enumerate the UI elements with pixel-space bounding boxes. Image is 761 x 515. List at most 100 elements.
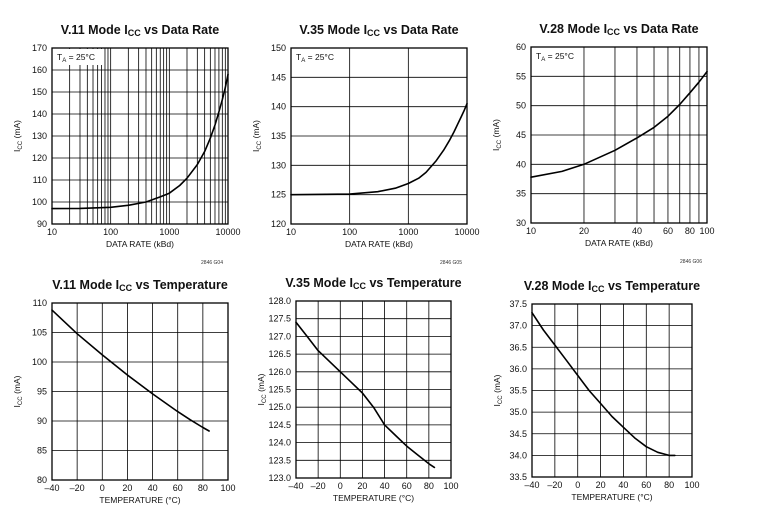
subscript: A [541,56,546,63]
text-run: T [536,51,541,61]
text-run: I [491,149,501,151]
y-axis-label: ICC (mA) [12,375,24,407]
x-tick-label: 100 [443,481,458,491]
y-tick-label: 55 [516,71,526,81]
text-run: vs Data Rate [620,22,699,36]
x-tick-label: 20 [122,483,132,493]
series-line [295,321,436,469]
chart-title: V.28 Mode ICC vs Data Rate [539,22,698,37]
x-tick-label: 100 [103,227,118,237]
x-tick-label: 40 [618,480,628,490]
y-tick-label: 124.0 [268,438,291,448]
text-run: V.28 Mode I [524,279,592,293]
x-tick-label: –20 [311,481,326,491]
y-tick-label: 120 [271,219,286,229]
x-tick-label: –40 [44,483,59,493]
y-tick-label: 130 [271,160,286,170]
text-run: I [12,405,22,407]
y-tick-label: 160 [32,65,47,75]
text-run: vs Temperature [366,276,462,290]
x-tick-label: 100 [684,480,699,490]
subscript: CC [496,139,503,148]
y-tick-label: 125.0 [268,402,291,412]
x-tick-label: 40 [632,226,642,236]
y-tick-label: 125.5 [268,385,291,395]
y-tick-label: 80 [37,475,47,485]
text-run: = 25°C [545,51,574,61]
x-tick-label: 0 [100,483,105,493]
chart-5: V.35 Mode ICC vs Temperature–40 –20 0 20 40 6… [256,276,462,503]
subscript: CC [607,27,620,37]
y-axis-label: ICC (mA) [491,119,503,151]
text-run: vs Data Rate [380,23,459,37]
y-tick-label: 126.5 [268,349,291,359]
subscript: CC [353,281,366,291]
text-run: (mA) [12,120,22,141]
y-axis-label: ICC (mA) [251,120,263,152]
plot-frame [51,47,229,225]
chart-4: V.11 Mode ICC vs Temperature–40 –20 0 20 40 6… [12,278,236,505]
x-tick-label: –40 [524,480,539,490]
x-tick-label: 10 [47,227,57,237]
series-line [531,311,676,457]
subscript: CC [17,140,24,149]
x-tick-label: 20 [596,480,606,490]
condition-box [292,49,342,65]
y-tick-label: 35 [516,189,526,199]
text-run: T [57,52,62,62]
y-tick-label: 45 [516,130,526,140]
x-tick-label: 0 [338,481,343,491]
x-axis-label: DATA RATE (kBd) [345,239,413,249]
chart-title: V.35 Mode ICC vs Data Rate [299,23,458,38]
y-tick-label: 150 [32,87,47,97]
x-tick-label: –20 [547,480,562,490]
x-tick-label: 40 [148,483,158,493]
y-tick-label: 135 [271,131,286,141]
subscript: CC [128,28,141,38]
x-tick-label: 80 [685,226,695,236]
condition-label: TA = 25°C [536,51,574,63]
y-tick-label: 90 [37,219,47,229]
subscript: CC [497,395,504,404]
condition-label: TA = 25°C [57,52,95,64]
subscript: CC [367,28,380,38]
x-tick-label: –20 [70,483,85,493]
y-tick-label: 36.5 [509,342,527,352]
text-run: = 25°C [305,52,334,62]
figure-code: 2846 G06 [680,259,702,265]
y-tick-label: 105 [32,328,47,338]
y-tick-label: 36.0 [509,364,527,374]
x-tick-label: 10000 [454,227,479,237]
text-run: (mA) [251,120,261,141]
subscript: CC [17,396,24,405]
y-tick-label: 30 [516,218,526,228]
y-tick-label: 140 [32,109,47,119]
y-tick-label: 120 [32,153,47,163]
chart-title: V.35 Mode ICC vs Temperature [285,276,461,291]
x-tick-label: 20 [357,481,367,491]
x-tick-label: 80 [198,483,208,493]
text-run: = 25°C [66,52,95,62]
series-line [51,73,229,210]
plot-frame [290,47,468,225]
subscript: CC [261,394,268,403]
plot-frame [531,303,693,478]
text-run: V.35 Mode I [285,276,353,290]
text-run: I [251,150,261,152]
x-tick-label: 1000 [398,227,418,237]
text-run: I [12,150,22,152]
y-tick-label: 50 [516,101,526,111]
subscript: A [301,57,306,64]
x-axis-label: TEMPERATURE (°C) [571,492,652,502]
y-tick-label: 150 [271,43,286,53]
y-tick-label: 124.5 [268,420,291,430]
x-axis-label: TEMPERATURE (°C) [333,493,414,503]
text-run: vs Data Rate [141,23,220,37]
x-tick-label: 10 [286,227,296,237]
x-tick-label: 0 [575,480,580,490]
text-run: (mA) [492,374,502,395]
y-axis-label: ICC (mA) [256,373,268,405]
